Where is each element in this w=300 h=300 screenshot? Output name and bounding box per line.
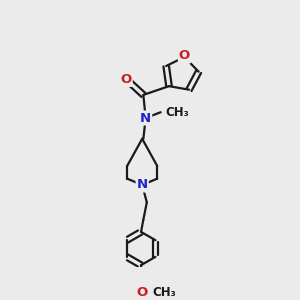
Text: N: N	[136, 178, 148, 191]
Text: N: N	[140, 112, 151, 124]
Text: O: O	[136, 286, 148, 299]
Text: CH₃: CH₃	[152, 286, 176, 299]
Text: O: O	[120, 73, 132, 86]
Text: O: O	[179, 50, 190, 62]
Text: CH₃: CH₃	[165, 106, 189, 119]
